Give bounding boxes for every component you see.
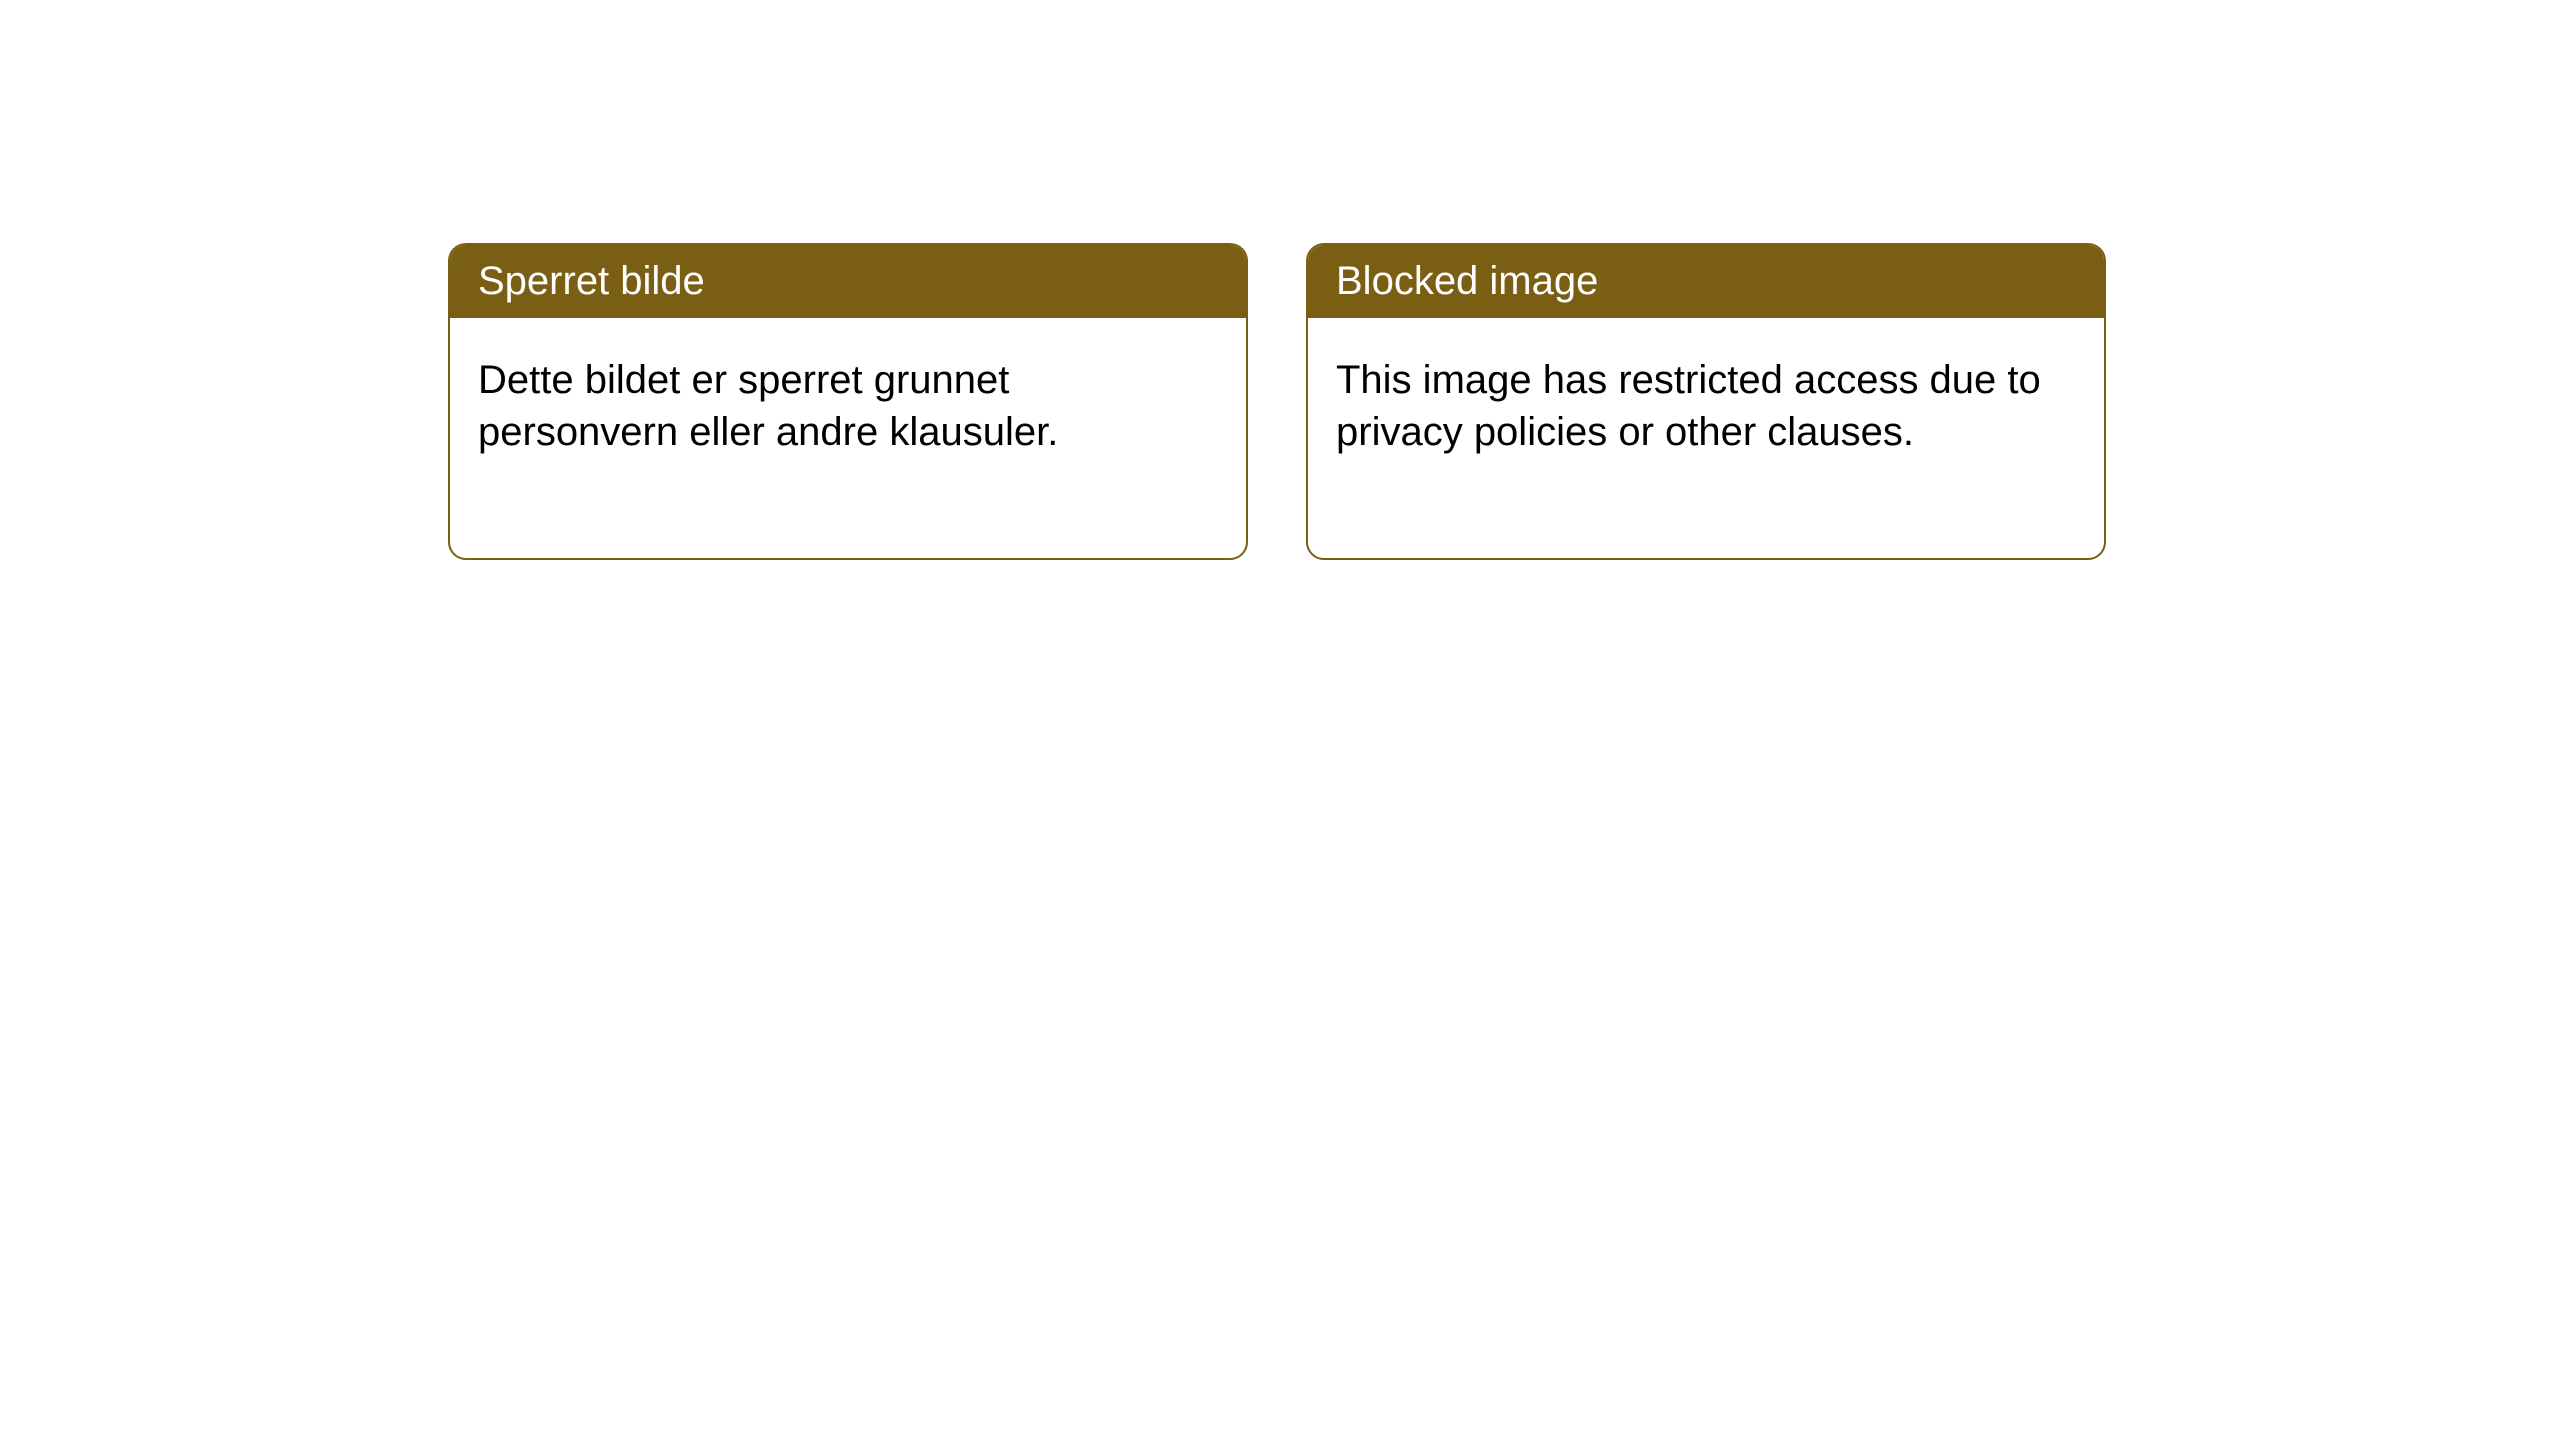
notice-body: Dette bildet er sperret grunnet personve… <box>450 318 1246 558</box>
notice-card-english: Blocked image This image has restricted … <box>1306 243 2106 560</box>
notice-header: Sperret bilde <box>450 245 1246 318</box>
notice-title: Blocked image <box>1336 259 1598 303</box>
notice-card-norwegian: Sperret bilde Dette bildet er sperret gr… <box>448 243 1248 560</box>
notice-body: This image has restricted access due to … <box>1308 318 2104 558</box>
notice-text: Dette bildet er sperret grunnet personve… <box>478 358 1058 454</box>
notice-container: Sperret bilde Dette bildet er sperret gr… <box>448 243 2106 560</box>
notice-text: This image has restricted access due to … <box>1336 358 2041 454</box>
notice-title: Sperret bilde <box>478 259 705 303</box>
notice-header: Blocked image <box>1308 245 2104 318</box>
